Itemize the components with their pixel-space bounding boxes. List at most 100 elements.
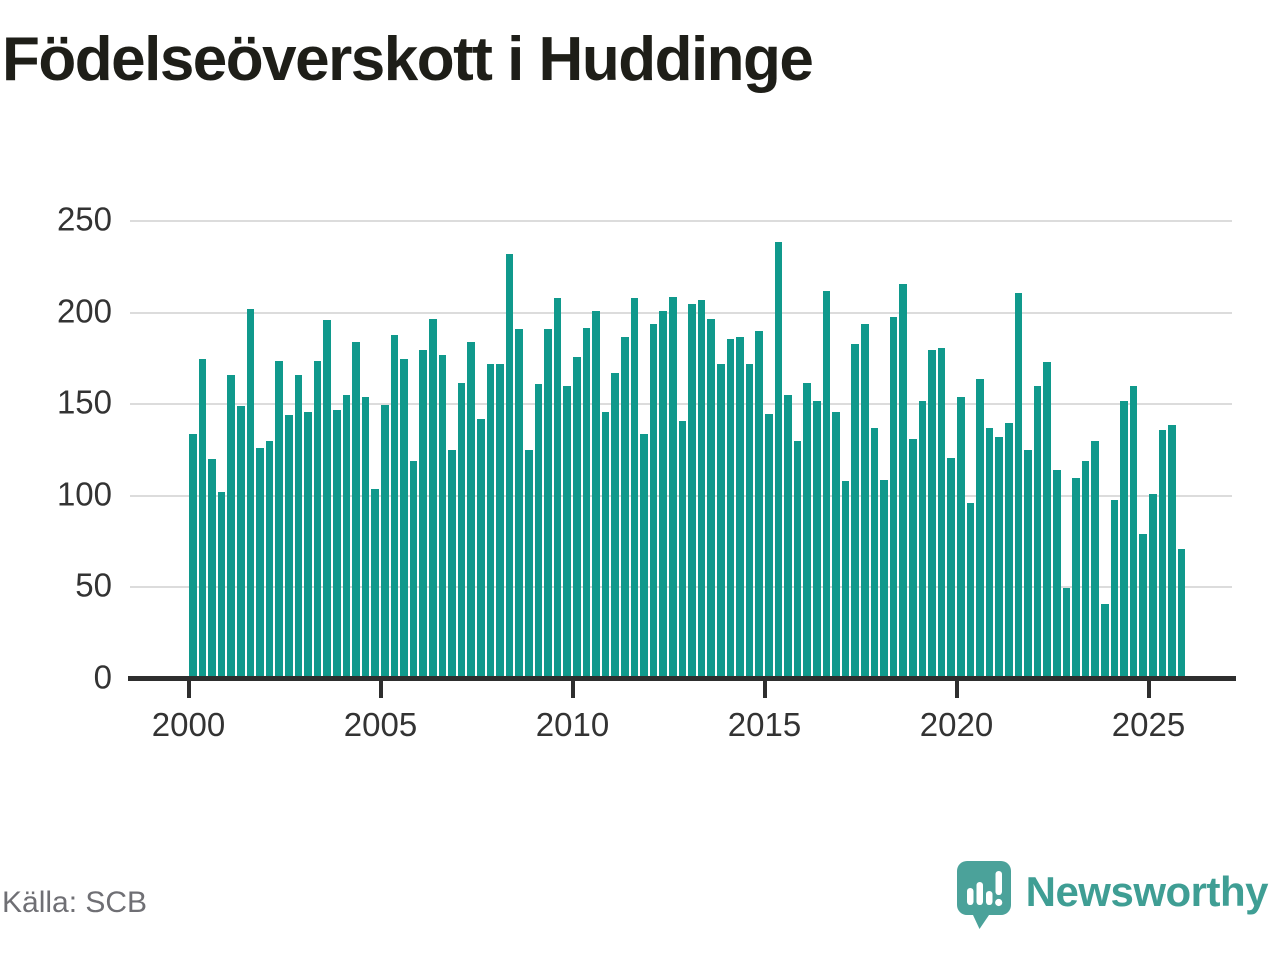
bar <box>841 481 850 679</box>
bar <box>189 433 197 679</box>
bar <box>361 397 370 679</box>
x-axis-tick-label: 2005 <box>343 706 418 743</box>
bar <box>256 448 264 679</box>
bar <box>419 349 428 679</box>
bar <box>1005 422 1013 679</box>
x-axis-tick-label: 2000 <box>151 706 226 743</box>
x-axis-tick <box>1146 681 1151 698</box>
x-axis-tick-label: 2010 <box>535 706 610 743</box>
y-axis-tick-label: 250 <box>56 200 112 238</box>
bar <box>813 400 821 679</box>
bar <box>400 358 408 679</box>
bar <box>304 411 312 679</box>
bar <box>745 364 754 679</box>
bar <box>793 441 802 679</box>
bar <box>621 336 629 679</box>
bar <box>1120 400 1128 679</box>
bar <box>1072 477 1080 679</box>
bar <box>592 311 600 679</box>
x-axis-line <box>128 676 1236 681</box>
y-axis-tick-label: 0 <box>93 657 112 695</box>
bar <box>640 433 648 679</box>
newsworthy-wordmark: Newsworthy <box>1025 868 1269 915</box>
bar <box>1053 470 1061 679</box>
bar <box>707 318 716 679</box>
bar <box>765 413 773 679</box>
bar <box>688 303 696 679</box>
bar <box>1158 430 1167 679</box>
bar <box>697 300 706 679</box>
bar <box>957 397 965 679</box>
bar <box>899 283 908 679</box>
bar <box>246 309 255 679</box>
bar <box>1024 450 1032 679</box>
bar <box>1139 534 1148 679</box>
bar <box>217 492 226 679</box>
y-axis-tick-label: 150 <box>56 383 112 421</box>
bar <box>553 298 562 679</box>
bar <box>582 327 591 679</box>
bar <box>976 378 984 679</box>
bar <box>889 316 898 679</box>
bar <box>755 331 764 679</box>
bar <box>381 404 389 679</box>
bar <box>198 358 207 679</box>
bar <box>265 441 274 679</box>
bar <box>736 336 744 679</box>
bar <box>774 241 783 679</box>
bar <box>544 329 552 679</box>
bar <box>851 344 860 679</box>
bar <box>294 375 303 679</box>
bar <box>1168 424 1176 679</box>
bar <box>678 420 687 679</box>
bar <box>1101 603 1109 679</box>
bar <box>313 360 322 679</box>
bar <box>649 323 658 679</box>
bar <box>486 364 495 679</box>
bar <box>285 415 293 679</box>
bar <box>208 459 216 679</box>
bar <box>861 323 869 679</box>
y-axis-tick-label: 50 <box>75 566 112 604</box>
bar <box>342 395 351 679</box>
bar <box>880 479 888 679</box>
newsworthy-bubble-chart-icon <box>956 861 1011 929</box>
bar <box>909 439 917 679</box>
x-axis-tick-label: 2015 <box>727 706 802 743</box>
bar <box>611 373 620 679</box>
bar <box>525 450 533 679</box>
bar <box>457 382 466 679</box>
bar <box>438 355 447 679</box>
bar <box>1149 494 1157 679</box>
bar <box>784 395 792 679</box>
bar <box>1110 499 1119 679</box>
bar <box>947 457 956 679</box>
bar <box>237 406 245 679</box>
bar <box>870 428 879 679</box>
bar <box>1091 441 1100 679</box>
bar <box>390 334 399 679</box>
x-axis-tick-label: 2025 <box>1111 706 1186 743</box>
bar <box>822 291 831 679</box>
bar <box>227 375 236 679</box>
bar <box>1081 461 1090 679</box>
bar <box>352 342 360 679</box>
x-axis-tick-label: 2020 <box>919 706 994 743</box>
x-axis-tick <box>762 681 767 698</box>
bar <box>832 411 840 679</box>
bar <box>995 437 1004 679</box>
bar <box>563 386 572 679</box>
bar <box>1014 292 1023 679</box>
x-axis-tick <box>954 681 959 698</box>
bar <box>371 488 380 679</box>
bar <box>515 329 524 679</box>
bar <box>985 428 994 679</box>
bar <box>477 419 485 679</box>
bar <box>333 410 341 679</box>
bar <box>726 338 735 679</box>
plot-area <box>189 221 1189 679</box>
bar <box>409 461 418 679</box>
gridline <box>130 311 1232 314</box>
bar <box>1062 587 1071 679</box>
newsworthy-logo: Newsworthy <box>956 856 1269 936</box>
